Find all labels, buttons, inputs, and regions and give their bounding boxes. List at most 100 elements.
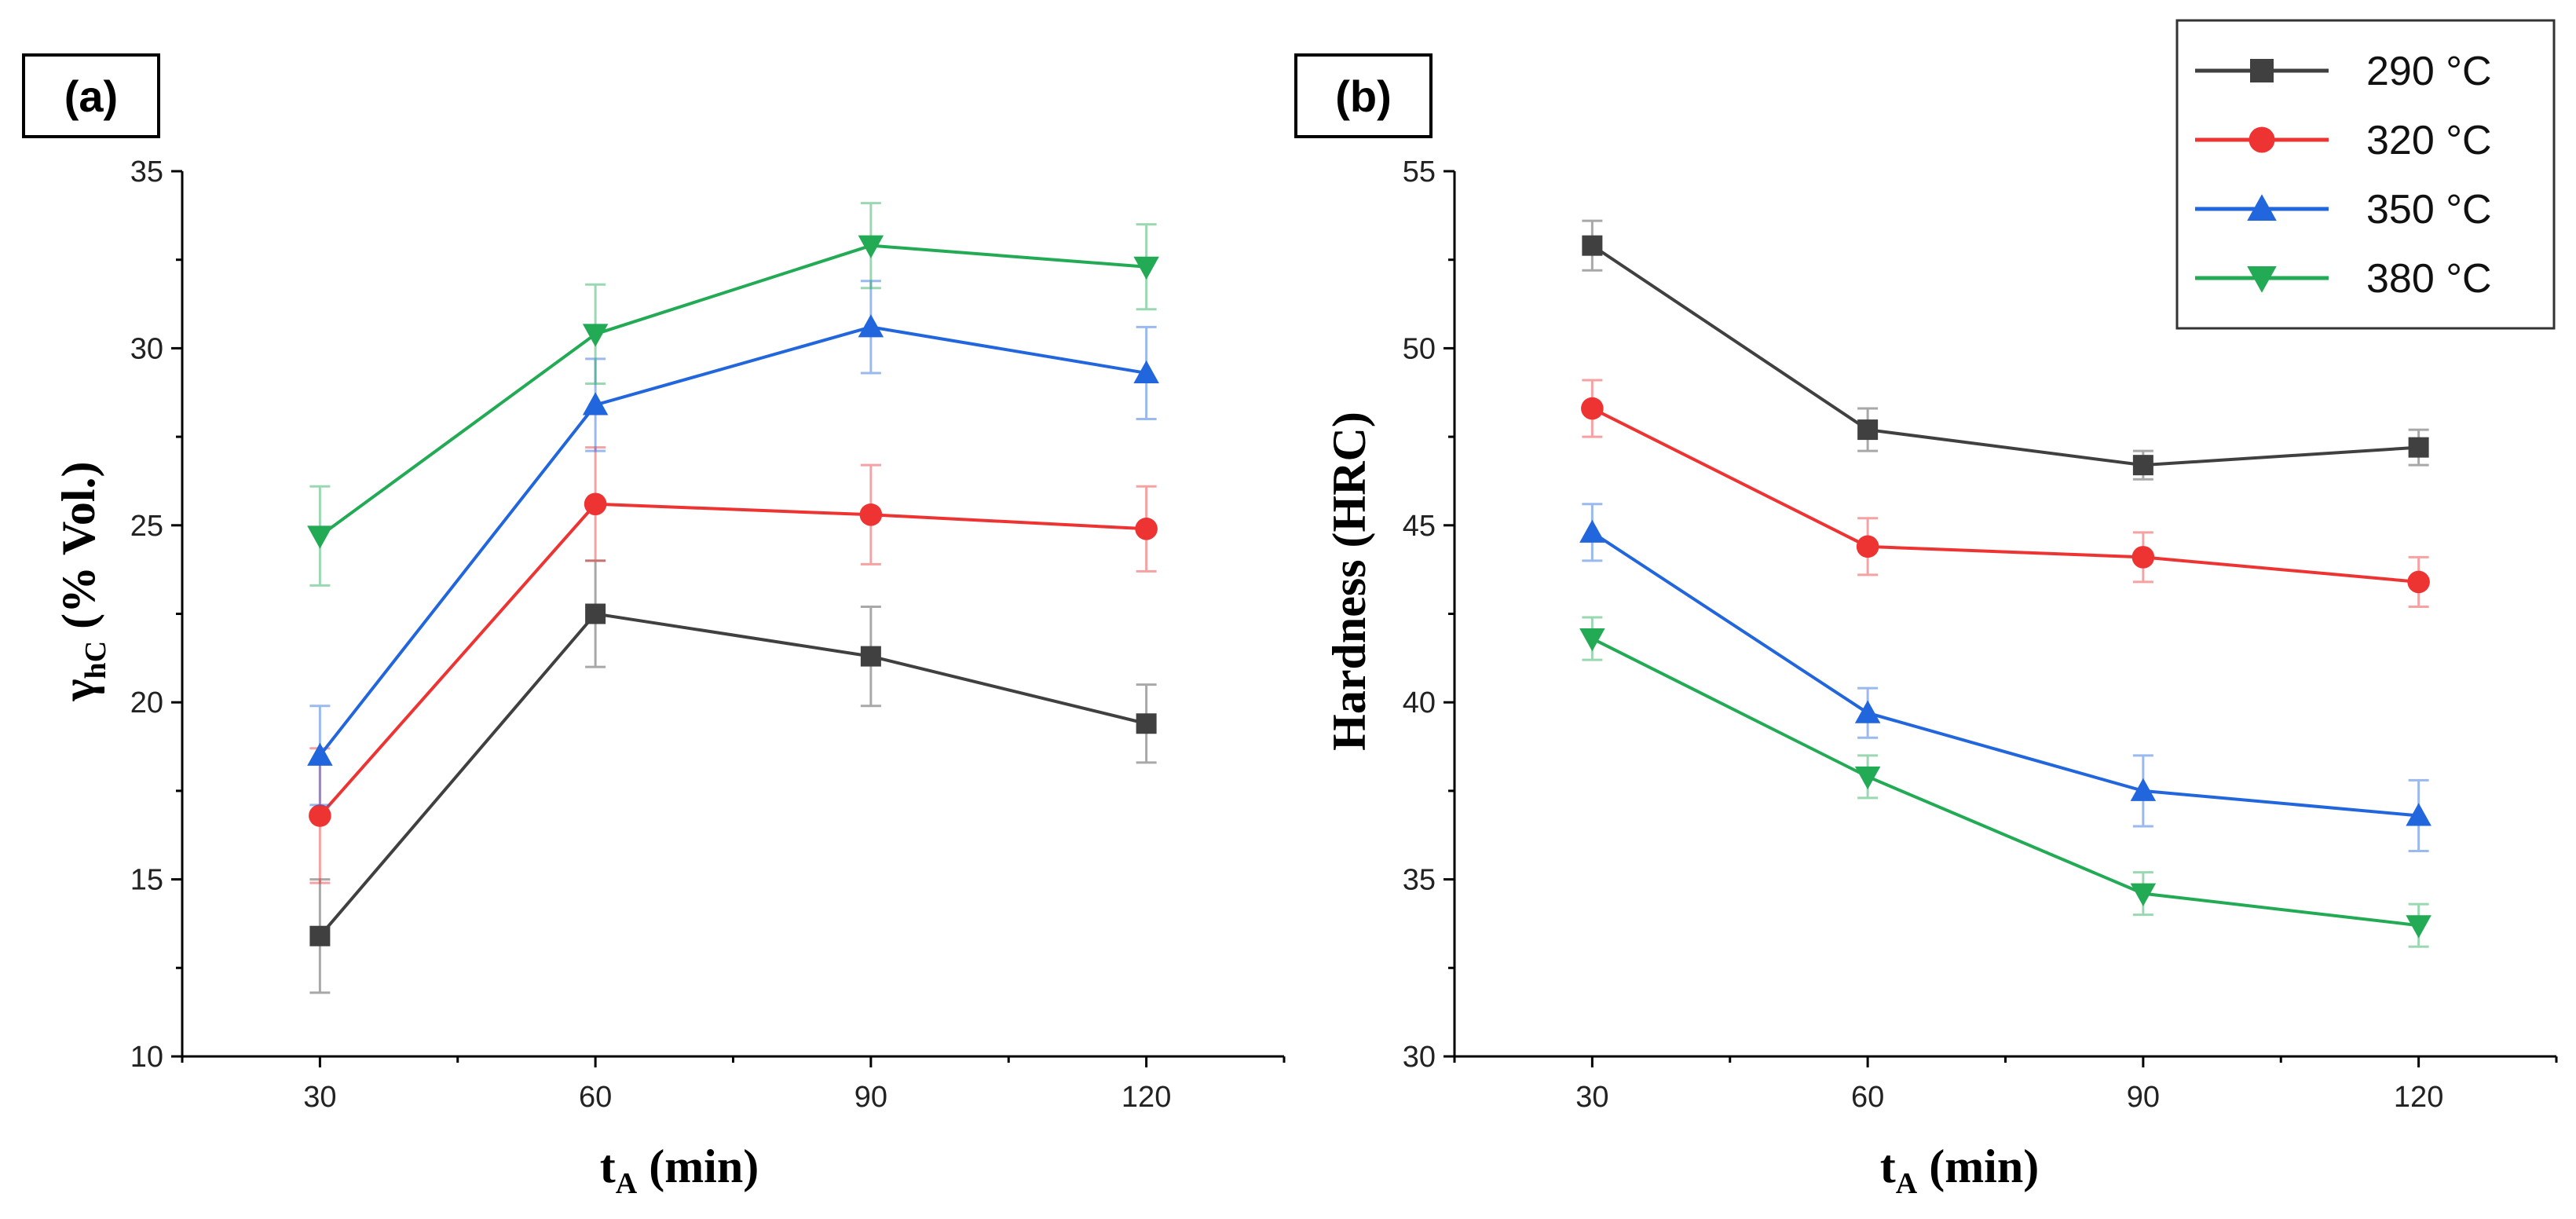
legend-marker bbox=[2250, 59, 2274, 82]
panel-b-data-point bbox=[2131, 546, 2155, 569]
panel-a-ylabel-main: γ bbox=[53, 679, 104, 701]
panel-a-data-point bbox=[1133, 256, 1159, 280]
panel-b-data-point bbox=[2132, 455, 2153, 476]
panel-b-y-tick-label: 55 bbox=[1403, 156, 1436, 189]
panel-b-series-2 bbox=[1579, 503, 2431, 853]
panel-a-data-point bbox=[584, 492, 607, 516]
legend-item: 380 °C bbox=[2195, 256, 2492, 302]
panel-b-data-point bbox=[1856, 535, 1879, 558]
panel-a-ylabel-rest: (% Vol.) bbox=[53, 461, 104, 640]
legend-label: 380 °C bbox=[2366, 256, 2492, 302]
panel-a: (a) γhC (% Vol.) tA (min) 10 15 20 25 30 35 30… bbox=[22, 53, 1286, 1200]
panel-b-data-point bbox=[2130, 778, 2157, 801]
panel-a-plot-area: 10 15 20 25 30 35 30 60 90 120 bbox=[130, 156, 1286, 1114]
panel-b-series-1 bbox=[1581, 379, 2430, 608]
panel-b-series-line bbox=[1591, 531, 2419, 818]
panel-a-data-point bbox=[582, 392, 609, 415]
panel-a-ylabel-sub: hC bbox=[79, 641, 112, 679]
legend-marker bbox=[2249, 126, 2275, 153]
panel-b-data-point bbox=[1857, 419, 1879, 441]
panel-a-series-line bbox=[318, 325, 1147, 757]
panel-a-x-axis-title: tA (min) bbox=[600, 1140, 759, 1200]
panel-a-series-line bbox=[319, 243, 1147, 537]
legend-item: 290 °C bbox=[2195, 49, 2492, 94]
panel-a-data-point bbox=[858, 235, 884, 258]
panel-a-data-point bbox=[309, 925, 331, 946]
panel-b-xlabel-rest: (min) bbox=[1917, 1140, 2039, 1192]
panel-a-data-point bbox=[860, 646, 881, 667]
panel-b-xlabel-main: t bbox=[1880, 1140, 1896, 1192]
panel-b-x-tick-label: 60 bbox=[1851, 1081, 1884, 1114]
panel-a-data-point bbox=[307, 742, 333, 766]
panel-b-y-tick-label: 40 bbox=[1403, 686, 1436, 719]
panel-b-series-3 bbox=[1579, 616, 2431, 948]
panel-b-data-point bbox=[2406, 915, 2431, 939]
panel-b-data-point bbox=[1579, 519, 1605, 543]
panel-b-series-line bbox=[1591, 244, 2419, 467]
panel-b-series-line bbox=[1591, 407, 2419, 584]
panel-b-data-point bbox=[1854, 766, 1881, 790]
panel-a-y-tick-label: 25 bbox=[130, 510, 163, 543]
panel-a-series-0 bbox=[309, 559, 1157, 994]
panel-a-y-axis-title: γhC (% Vol.) bbox=[53, 461, 112, 701]
panel-a-label-box bbox=[22, 53, 160, 138]
panel-b-data-point bbox=[2130, 883, 2157, 906]
legend-label: 320 °C bbox=[2366, 118, 2492, 163]
legend-label: 290 °C bbox=[2366, 49, 2492, 94]
panel-a-data-point bbox=[1136, 713, 1157, 734]
panel-a-y-tick-label: 15 bbox=[130, 864, 163, 897]
panel-a-data-point bbox=[309, 804, 331, 827]
legend-item: 350 °C bbox=[2195, 187, 2492, 232]
panel-a-series-2 bbox=[307, 280, 1159, 807]
panel-a-y-tick-label: 10 bbox=[130, 1041, 163, 1074]
panel-b-x-axis-title: tA (min) bbox=[1880, 1140, 2039, 1200]
panel-b-y-axis-title: Hardness (HRC) bbox=[1323, 412, 1375, 751]
panel-b-y-tick-label: 35 bbox=[1403, 864, 1436, 897]
panel-a-data-point bbox=[582, 324, 609, 347]
panel-b-data-point bbox=[2407, 570, 2430, 594]
legend: 290 °C 320 °C 350 °C 380 °C bbox=[2175, 19, 2556, 330]
panel-b-data-point bbox=[1581, 397, 1604, 420]
panel-a-series-1 bbox=[309, 446, 1158, 884]
panel-a-x-tick-label: 60 bbox=[579, 1081, 612, 1114]
panel-a-series-line bbox=[318, 502, 1147, 817]
legend-item: 320 °C bbox=[2195, 118, 2492, 163]
panel-b-x-tick-label: 120 bbox=[2394, 1081, 2443, 1114]
legend-box bbox=[2175, 19, 2556, 330]
panel-a-y-tick-label: 20 bbox=[130, 686, 163, 719]
panel-b-data-point bbox=[2406, 803, 2431, 826]
panel-a-xlabel-main: t bbox=[600, 1140, 616, 1192]
panel-b-xlabel-sub: A bbox=[1896, 1167, 1918, 1200]
panel-b-y-tick-label: 50 bbox=[1403, 332, 1436, 365]
panel-b-data-point bbox=[1579, 628, 1605, 652]
panel-b-plot-area: 30 35 40 45 50 55 30 60 90 120 bbox=[1403, 156, 2558, 1114]
panel-a-y-tick-label: 30 bbox=[130, 332, 163, 365]
panel-b-data-point bbox=[1582, 235, 1603, 256]
panel-b-y-tick-label: 45 bbox=[1403, 510, 1436, 543]
legend-marker bbox=[2247, 266, 2277, 293]
panel-b-data-point bbox=[2408, 437, 2429, 458]
panel-a-data-point bbox=[1133, 360, 1159, 383]
legend-items: 290 °C 320 °C 350 °C 380 °C bbox=[2195, 49, 2492, 302]
panel-a-xlabel-rest: (min) bbox=[637, 1140, 759, 1192]
panel-b-label-box bbox=[1294, 53, 1433, 138]
panel-b-ylabel-main: Hardness (HRC) bbox=[1323, 412, 1375, 751]
panel-a-data-point bbox=[585, 603, 606, 624]
legend-label: 350 °C bbox=[2366, 187, 2492, 232]
panel-b-x-tick-label: 30 bbox=[1575, 1081, 1608, 1114]
panel-a-data-point bbox=[1135, 518, 1158, 540]
panel-b-y-tick-label: 30 bbox=[1403, 1041, 1436, 1074]
panel-b: (b) Hardness (HRC) tA (min) 30 35 40 45 50 55… bbox=[1294, 53, 2558, 1200]
panel-b-series-0 bbox=[1582, 219, 2429, 481]
panel-b-label: (b) bbox=[1335, 71, 1392, 121]
panel-a-x-tick-label: 90 bbox=[854, 1081, 887, 1114]
panel-a-data-point bbox=[307, 525, 333, 549]
panel-a-label: (a) bbox=[64, 71, 118, 121]
panel-a-x-tick-label: 30 bbox=[303, 1081, 336, 1114]
panel-a-series-3 bbox=[307, 202, 1159, 587]
panel-a-x-tick-label: 120 bbox=[1122, 1081, 1171, 1114]
panel-a-xlabel-sub: A bbox=[616, 1167, 638, 1200]
panel-b-data-point bbox=[1854, 700, 1881, 723]
panel-b-series-line bbox=[1591, 637, 2419, 928]
